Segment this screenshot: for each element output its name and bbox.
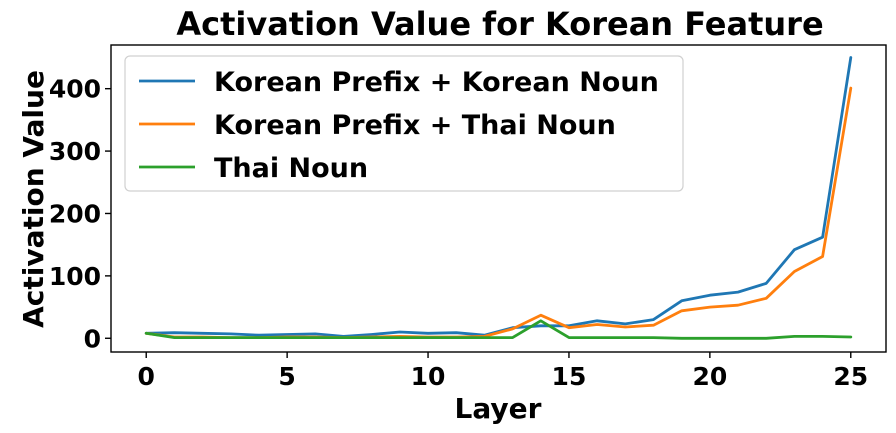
x-tick-label: 10	[411, 362, 446, 391]
x-tick-label: 25	[833, 362, 868, 391]
y-tick-label: 200	[49, 199, 101, 228]
axis-ticks: 0 5 10 15 20 25 0 100 200 300 400	[49, 75, 868, 391]
x-tick-label: 15	[552, 362, 587, 391]
x-tick-label: 20	[692, 362, 727, 391]
series-line-2	[144, 319, 853, 340]
x-axis-label: Layer	[455, 392, 542, 425]
y-tick-label: 400	[49, 75, 101, 104]
chart-title: Activation Value for Korean Feature	[176, 5, 823, 43]
x-tick-label: 5	[278, 362, 295, 391]
legend-entry: Thai Noun	[214, 153, 368, 184]
y-tick-label: 0	[84, 324, 101, 353]
plot-frame	[110, 44, 887, 353]
y-tick-label: 300	[49, 137, 101, 166]
legend-entry: Korean Prefix + Thai Noun	[214, 110, 616, 141]
series-lines	[144, 56, 853, 340]
legend: Korean Prefix + Korean Noun Korean Prefix…	[124, 55, 684, 192]
legend-entry: Korean Prefix + Korean Noun	[214, 67, 659, 98]
legend-box	[124, 55, 684, 192]
y-tick-label: 100	[49, 262, 101, 291]
y-axis-label: Activation Value	[17, 70, 50, 328]
x-tick-label: 0	[138, 362, 155, 391]
